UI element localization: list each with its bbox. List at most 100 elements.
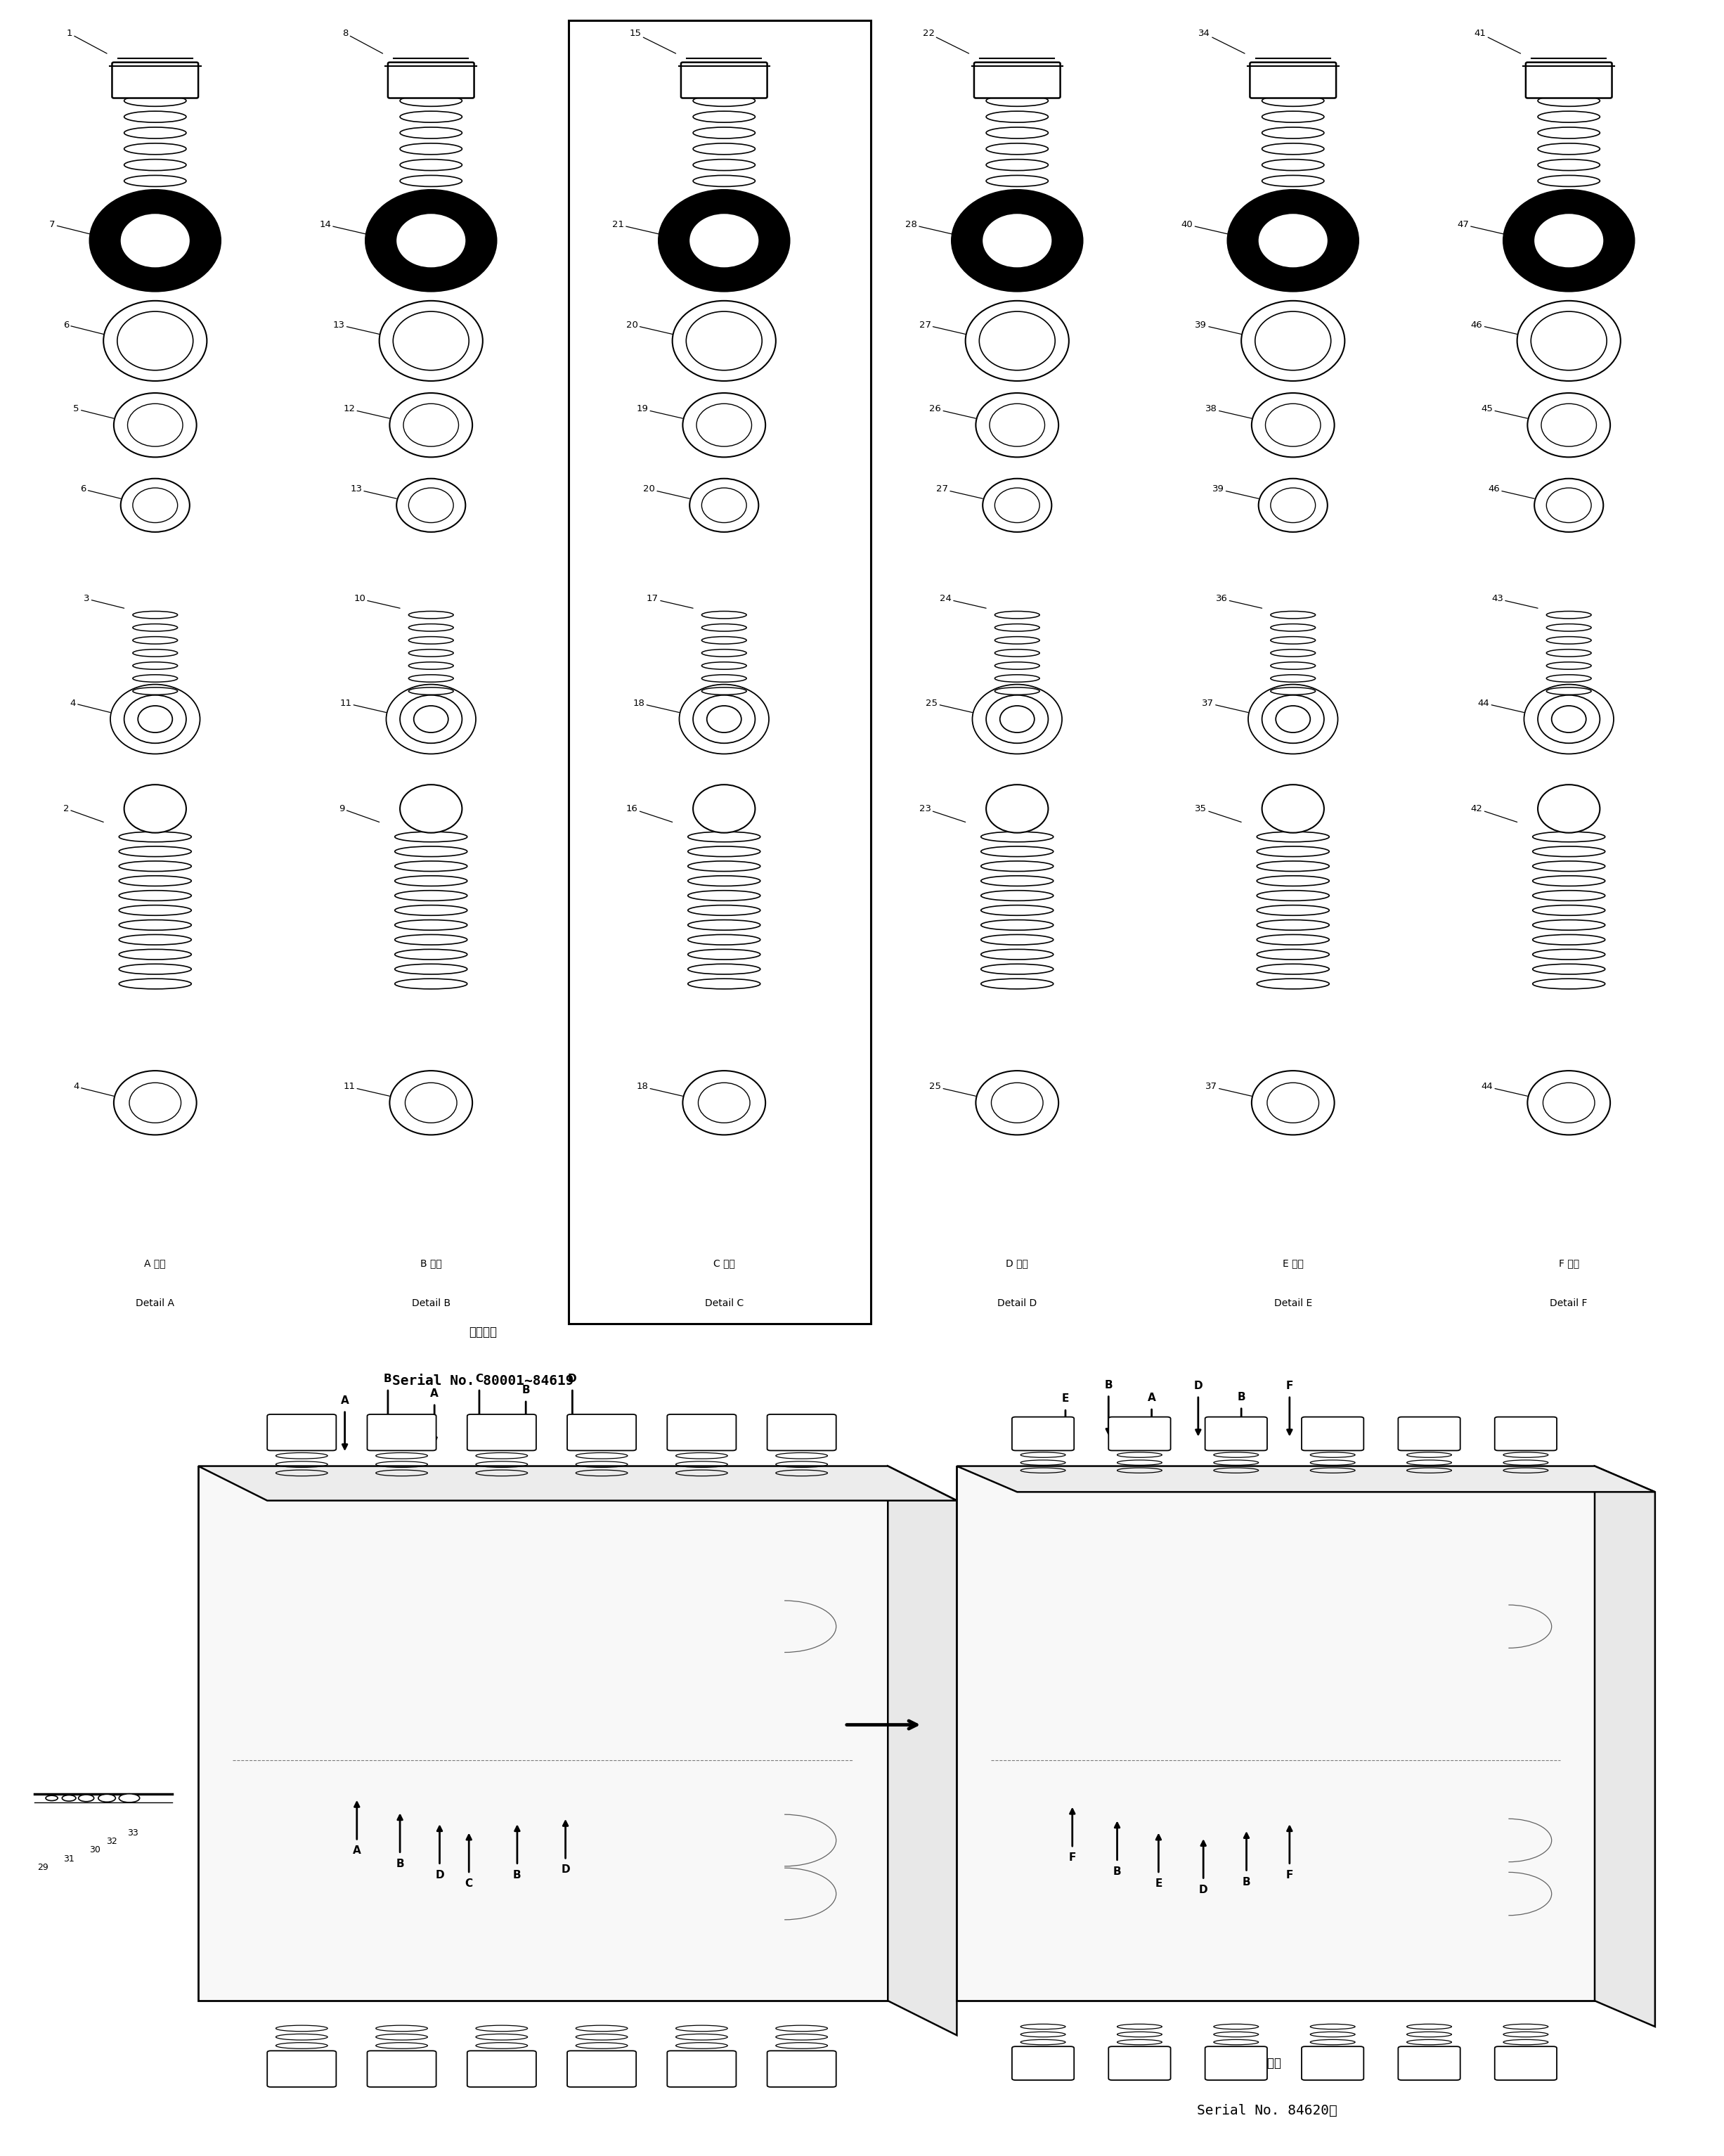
Text: 37: 37: [1205, 1082, 1252, 1095]
Circle shape: [397, 213, 465, 267]
Text: Detail C: Detail C: [705, 1298, 743, 1309]
Circle shape: [409, 487, 453, 522]
Text: Serial No. 84620～: Serial No. 84620～: [1196, 2104, 1338, 2117]
Text: 14: 14: [319, 220, 365, 235]
Text: A: A: [431, 1388, 438, 1399]
Circle shape: [1546, 487, 1591, 522]
Text: 11: 11: [340, 699, 386, 711]
Circle shape: [1265, 403, 1321, 446]
FancyBboxPatch shape: [667, 1414, 736, 1451]
Text: B: B: [384, 1373, 391, 1384]
Circle shape: [1271, 487, 1315, 522]
Text: 2: 2: [64, 804, 103, 821]
Text: 39: 39: [1195, 321, 1241, 334]
Circle shape: [129, 1082, 181, 1123]
Text: 4: 4: [74, 1082, 114, 1095]
Text: 9: 9: [340, 804, 379, 821]
Circle shape: [121, 213, 190, 267]
Circle shape: [686, 310, 762, 371]
FancyBboxPatch shape: [1398, 2046, 1460, 2081]
Circle shape: [114, 392, 197, 457]
Text: 27: 27: [936, 485, 983, 498]
Text: D: D: [434, 1869, 445, 1880]
Ellipse shape: [62, 1796, 76, 1800]
Text: 28: 28: [905, 220, 952, 235]
Circle shape: [117, 310, 193, 371]
Text: C: C: [465, 1878, 472, 1889]
FancyBboxPatch shape: [267, 2050, 336, 2087]
Text: 38: 38: [1205, 405, 1252, 418]
Text: 19: 19: [636, 405, 683, 418]
Text: 41: 41: [1474, 28, 1521, 54]
Text: A 詳細: A 詳細: [145, 1259, 166, 1268]
Circle shape: [1259, 213, 1327, 267]
Circle shape: [702, 487, 746, 522]
Text: 36: 36: [1215, 595, 1262, 608]
FancyBboxPatch shape: [1109, 1416, 1171, 1451]
Text: 46: 46: [1471, 321, 1517, 334]
Text: F: F: [1286, 1380, 1293, 1391]
Text: A: A: [1148, 1393, 1155, 1404]
Ellipse shape: [119, 1794, 140, 1802]
Text: 7: 7: [50, 220, 90, 235]
Text: D: D: [567, 1373, 578, 1384]
Text: D 詳細: D 詳細: [1007, 1259, 1028, 1268]
Text: 1: 1: [67, 28, 107, 54]
Polygon shape: [888, 1466, 957, 2035]
Text: 33: 33: [128, 1828, 138, 1837]
Circle shape: [103, 302, 207, 382]
Circle shape: [1534, 479, 1603, 533]
Text: 31: 31: [64, 1854, 74, 1863]
Ellipse shape: [47, 1796, 59, 1800]
FancyBboxPatch shape: [667, 2050, 736, 2087]
Circle shape: [983, 479, 1052, 533]
Text: B: B: [514, 1869, 521, 1880]
Text: Detail E: Detail E: [1274, 1298, 1312, 1309]
Text: Serial No. 80001~84619: Serial No. 80001~84619: [391, 1373, 574, 1388]
Text: B: B: [1114, 1867, 1121, 1876]
Bar: [198, 1466, 888, 2001]
Text: 6: 6: [81, 485, 121, 498]
Circle shape: [390, 1072, 472, 1134]
Text: 44: 44: [1477, 699, 1524, 711]
Text: Detail F: Detail F: [1550, 1298, 1588, 1309]
Text: Detail B: Detail B: [412, 1298, 450, 1309]
Ellipse shape: [98, 1794, 116, 1802]
Circle shape: [90, 190, 221, 291]
Circle shape: [114, 1072, 197, 1134]
Ellipse shape: [79, 1794, 93, 1802]
FancyBboxPatch shape: [367, 2050, 436, 2087]
Text: 12: 12: [343, 405, 390, 418]
Circle shape: [693, 785, 755, 832]
Text: 20: 20: [643, 485, 690, 498]
Text: 23: 23: [919, 804, 965, 821]
Circle shape: [995, 487, 1040, 522]
Text: 44: 44: [1481, 1082, 1527, 1095]
Text: 適用号機: 適用号機: [469, 1326, 497, 1339]
FancyBboxPatch shape: [567, 1414, 636, 1451]
Text: 18: 18: [636, 1082, 683, 1095]
Text: 8: 8: [343, 28, 383, 54]
FancyBboxPatch shape: [767, 1414, 836, 1451]
Text: 3: 3: [84, 595, 124, 608]
Text: Detail D: Detail D: [998, 1298, 1036, 1309]
FancyBboxPatch shape: [974, 63, 1060, 97]
Text: D: D: [1198, 1884, 1209, 1895]
Text: 35: 35: [1195, 804, 1241, 821]
Circle shape: [952, 190, 1083, 291]
Circle shape: [976, 1072, 1059, 1134]
Circle shape: [1543, 1082, 1595, 1123]
FancyBboxPatch shape: [1302, 2046, 1364, 2081]
FancyBboxPatch shape: [367, 1414, 436, 1451]
Circle shape: [403, 403, 459, 446]
Text: 25: 25: [929, 1082, 976, 1095]
Text: 16: 16: [626, 804, 672, 821]
FancyBboxPatch shape: [467, 1414, 536, 1451]
Circle shape: [393, 310, 469, 371]
FancyBboxPatch shape: [1495, 1416, 1557, 1451]
Text: E: E: [1155, 1878, 1162, 1889]
Circle shape: [965, 302, 1069, 382]
Text: 25: 25: [926, 699, 972, 711]
Text: F: F: [1286, 1869, 1293, 1880]
Text: 6: 6: [64, 321, 103, 334]
